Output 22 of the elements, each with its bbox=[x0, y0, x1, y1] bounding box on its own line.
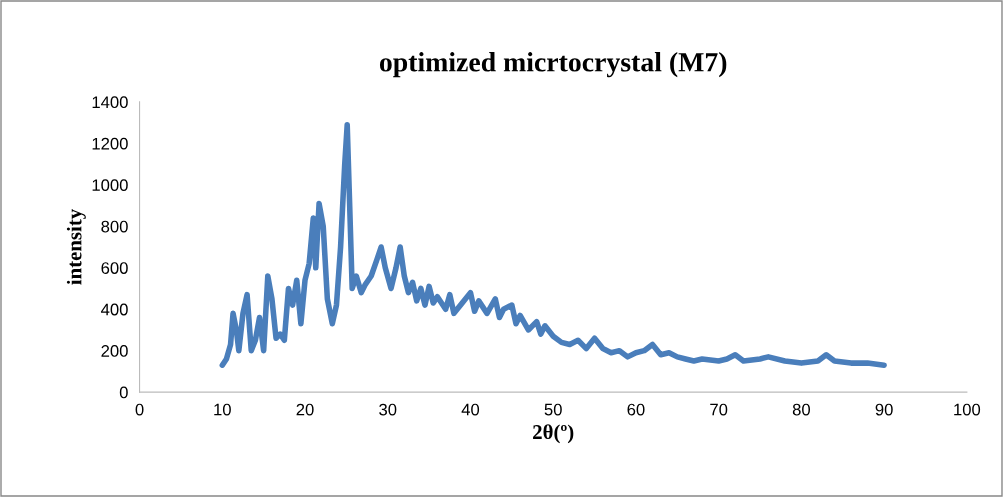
x-tick-label: 100 bbox=[954, 403, 981, 416]
x-axis-title: 2θ(º) bbox=[533, 424, 574, 444]
x-tick-label: 90 bbox=[875, 403, 893, 416]
x-tick-label: 50 bbox=[544, 403, 562, 416]
x-tick-label: 40 bbox=[461, 403, 480, 416]
x-tick-label: 30 bbox=[379, 403, 397, 416]
y-tick-label: 1200 bbox=[92, 137, 128, 150]
y-tick-label: 400 bbox=[101, 303, 128, 316]
y-tick-label: 1000 bbox=[92, 179, 128, 192]
y-tick-label: 0 bbox=[119, 386, 128, 399]
y-tick-label: 200 bbox=[101, 345, 128, 357]
y-tick-label: 600 bbox=[101, 262, 128, 274]
y-tick-label: 800 bbox=[101, 220, 128, 233]
x-tick-label: 20 bbox=[296, 403, 314, 416]
x-tick-label: 60 bbox=[627, 403, 645, 416]
y-tick-label: 1400 bbox=[92, 96, 128, 109]
x-tick-label: 70 bbox=[710, 403, 728, 416]
x-tick-label: 80 bbox=[792, 403, 811, 416]
x-tick-label: 10 bbox=[214, 403, 231, 416]
y-axis-title: intensity bbox=[66, 209, 86, 285]
x-tick-label: 0 bbox=[135, 403, 144, 416]
chart-title: optimized micrtocrystal (M7) bbox=[379, 52, 727, 78]
